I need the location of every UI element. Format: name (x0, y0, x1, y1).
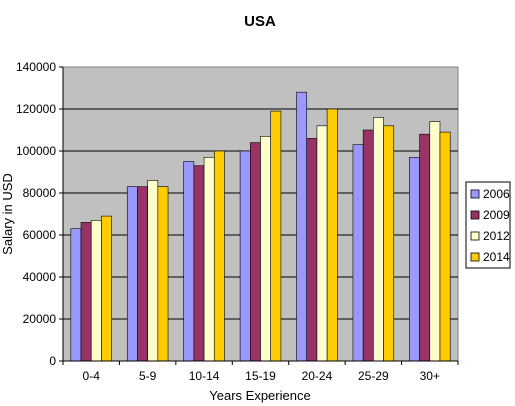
x-tick-label: 30+ (420, 369, 440, 383)
legend-swatch-2012 (470, 231, 480, 241)
legend: 2006 2009 2012 2014 (465, 181, 511, 269)
y-tick-label: 20000 (23, 312, 57, 326)
y-tick-label: 0 (49, 354, 56, 368)
bar-2014-15-19 (270, 110, 282, 362)
legend-label-2006: 2006 (483, 187, 510, 201)
x-tick-label: 10-14 (189, 369, 220, 383)
bar-2014-30+ (439, 131, 451, 362)
bar-2012-0-4 (90, 220, 102, 362)
bar-2006-0-4 (70, 228, 82, 362)
bar-2006-15-19 (239, 150, 251, 362)
x-tick-label: 5-9 (139, 369, 157, 383)
y-tick-label: 60000 (23, 228, 57, 242)
bar-2009-15-19 (250, 142, 261, 362)
bar-2014-25-29 (383, 125, 395, 362)
bar-2009-0-4 (80, 222, 92, 362)
bars (70, 91, 451, 362)
chart-title: USA (244, 13, 276, 30)
bar-2012-30+ (429, 121, 441, 362)
x-tick-label: 25-29 (358, 369, 389, 383)
legend-label-2009: 2009 (483, 208, 510, 222)
bar-2006-10-14 (183, 161, 195, 362)
legend-label-2012: 2012 (483, 229, 510, 243)
bar-2009-5-9 (137, 186, 148, 362)
x-axis-title: Years Experience (209, 388, 310, 403)
bar-2006-30+ (409, 157, 420, 362)
y-tick-label: 140000 (16, 60, 56, 74)
legend-swatch-2006 (470, 189, 480, 199)
bar-2006-25-29 (352, 144, 364, 362)
x-tick-label: 15-19 (245, 369, 276, 383)
bar-2012-20-24 (316, 125, 328, 362)
bar-2012-15-19 (260, 136, 271, 362)
y-tick-label: 80000 (23, 186, 57, 200)
bar-2014-0-4 (101, 215, 112, 362)
x-tick-label: 0-4 (83, 369, 101, 383)
legend-swatch-2014 (470, 252, 480, 262)
legend-label-2014: 2014 (483, 250, 510, 264)
bar-2006-20-24 (296, 91, 308, 362)
bar-2014-20-24 (326, 108, 338, 362)
bar-2009-30+ (419, 133, 431, 362)
y-axis-title: Salary in USD (0, 173, 15, 255)
bar-2009-10-14 (193, 165, 205, 362)
bar-2009-25-29 (362, 129, 374, 362)
bar-2009-20-24 (306, 138, 318, 362)
bar-2014-10-14 (213, 150, 225, 362)
y-tick-label: 120000 (16, 102, 56, 116)
bar-2006-5-9 (126, 186, 138, 362)
bar-2012-25-29 (373, 117, 384, 362)
bar-2012-10-14 (203, 157, 215, 362)
axes: 0 20000 40000 60000 80000 100000 120000 140000 0… (16, 60, 459, 383)
y-tick-label: 100000 (16, 144, 56, 158)
bar-2014-5-9 (157, 186, 169, 362)
y-tick-label: 40000 (23, 270, 57, 284)
legend-swatch-2009 (470, 210, 480, 220)
x-tick-label: 20-24 (302, 369, 333, 383)
bar-2012-5-9 (147, 180, 159, 362)
